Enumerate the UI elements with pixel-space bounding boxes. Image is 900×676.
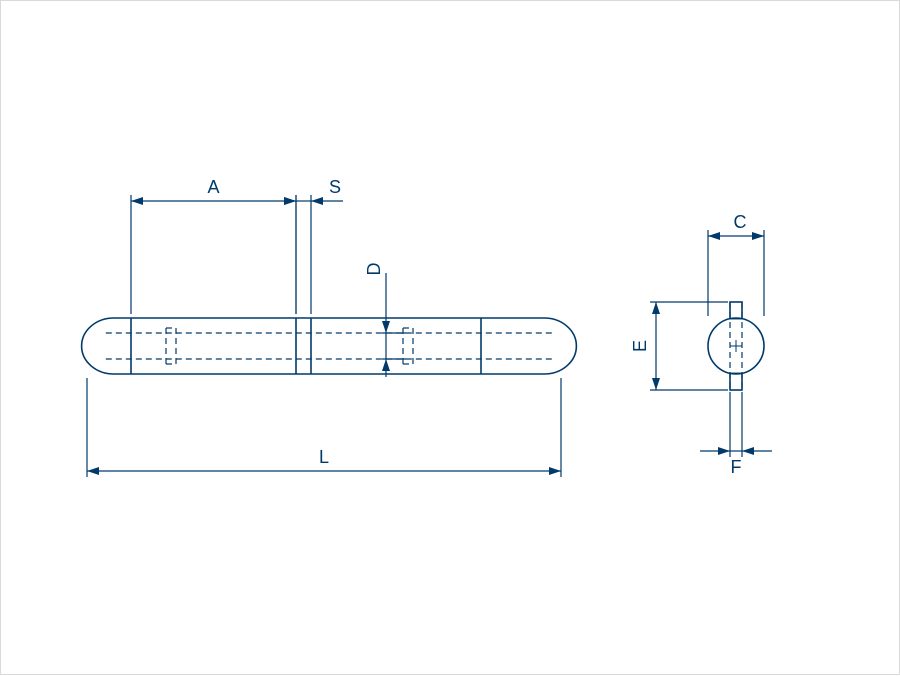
dim-label-C: C: [734, 212, 747, 232]
dim-label-L: L: [319, 447, 329, 467]
technical-drawing: A S L D C E F: [1, 1, 900, 676]
dim-label-S: S: [329, 177, 341, 197]
dim-label-E: E: [630, 340, 650, 352]
dim-label-D: D: [364, 263, 384, 276]
dim-label-F: F: [731, 457, 742, 477]
dim-label-A: A: [207, 177, 219, 197]
drawing-canvas: A S L D C E F: [0, 0, 900, 675]
